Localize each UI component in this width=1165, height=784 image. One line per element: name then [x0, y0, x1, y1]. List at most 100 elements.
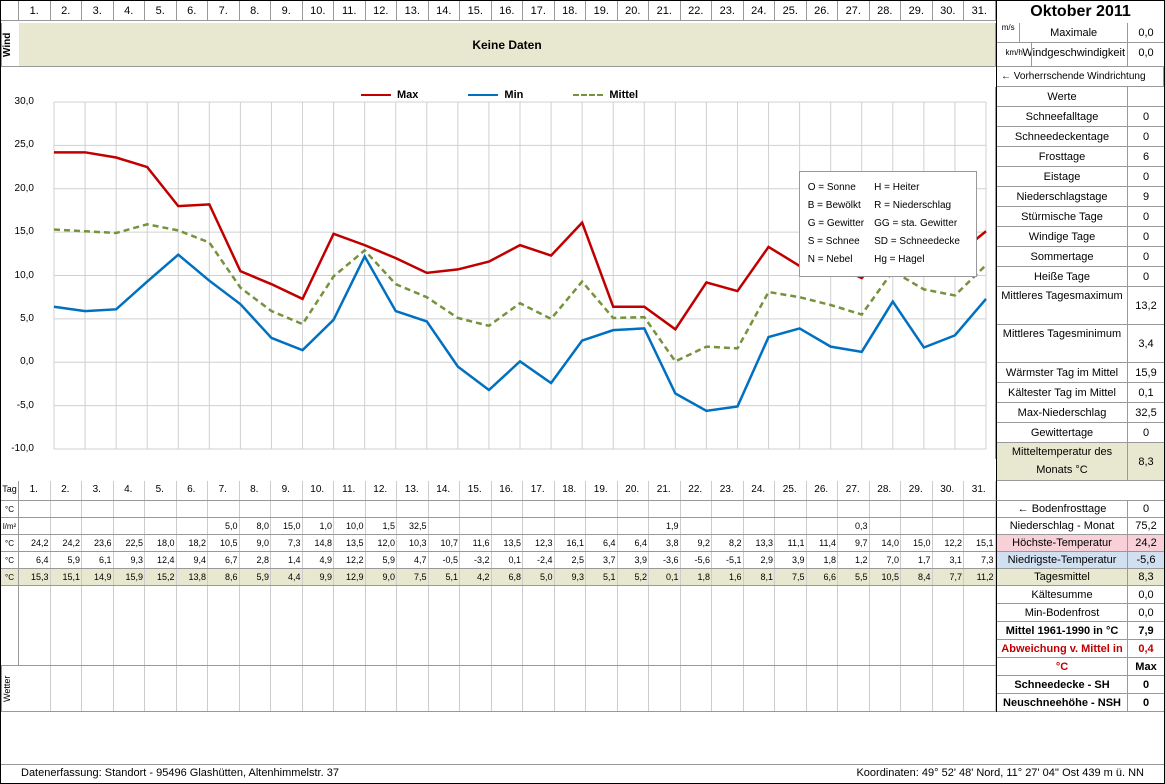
- data-cell: 7,7: [933, 569, 965, 585]
- tag-cell: 14.: [429, 481, 461, 500]
- tag-cell: 5.: [145, 481, 177, 500]
- day-header-cell: 20.: [618, 1, 650, 20]
- data-cell: 1,8: [807, 552, 839, 568]
- bottom-stat-label: Min-Bodenfrost: [997, 604, 1128, 621]
- data-cell: 6,6: [807, 569, 839, 585]
- data-cell: 9,4: [177, 552, 209, 568]
- data-cell: -0,5: [429, 552, 461, 568]
- data-cell: 13,5: [334, 535, 366, 551]
- tag-cell: 25.: [775, 481, 807, 500]
- row-stat-value: 8,3: [1128, 569, 1164, 585]
- data-cell: 1,8: [681, 569, 713, 585]
- data-cell: 0,1: [649, 569, 681, 585]
- data-cell: 13,5: [492, 535, 524, 551]
- data-cell: [649, 501, 681, 517]
- tag-cell: 28.: [870, 481, 902, 500]
- wind-unit-kmh: km/h: [997, 43, 1032, 66]
- data-cell: 9,3: [555, 569, 587, 585]
- data-cell: [19, 501, 51, 517]
- stat-label: Sommertage: [997, 247, 1128, 266]
- data-cell: 7,3: [964, 552, 996, 568]
- data-cell: 18,2: [177, 535, 209, 551]
- day-header-cell: 1.: [19, 1, 51, 20]
- data-cell: [523, 518, 555, 534]
- tag-cell: 9.: [271, 481, 303, 500]
- data-cell: 15,2: [145, 569, 177, 585]
- data-cell: 4,4: [271, 569, 303, 585]
- tag-cell: 20.: [618, 481, 650, 500]
- data-cell: 14,8: [303, 535, 335, 551]
- data-cell: 12,2: [334, 552, 366, 568]
- row-unit: °C: [1, 535, 19, 551]
- data-cell: 10,3: [397, 535, 429, 551]
- data-cell: 9,0: [240, 535, 272, 551]
- data-cell: 1,7: [901, 552, 933, 568]
- footer: Datenerfassung: Standort - 95496 Glashüt…: [1, 764, 1164, 781]
- data-cell: -5,6: [681, 552, 713, 568]
- footer-right: Koordinaten: 49° 52' 48' Nord, 11° 27' 0…: [856, 767, 1144, 779]
- day-header-cell: 18.: [555, 1, 587, 20]
- data-cell: 12,4: [145, 552, 177, 568]
- data-cell: 4,7: [397, 552, 429, 568]
- data-cell: 12,2: [933, 535, 965, 551]
- data-cell: [964, 518, 996, 534]
- day-header-cell: 11.: [334, 1, 366, 20]
- tag-cell: 21.: [649, 481, 681, 500]
- data-cell: [51, 501, 83, 517]
- data-cell: [177, 501, 209, 517]
- data-cell: 13,8: [177, 569, 209, 585]
- data-cell: -5,1: [712, 552, 744, 568]
- data-cell: 1,6: [712, 569, 744, 585]
- data-cell: 10,5: [870, 569, 902, 585]
- temperature-chart: Max Min Mittel O = SonneH = HeiterB = Be…: [1, 87, 996, 459]
- data-cell: 6,1: [82, 552, 114, 568]
- data-cell: [460, 518, 492, 534]
- tag-cell: 8.: [240, 481, 272, 500]
- data-cell: [145, 518, 177, 534]
- data-cell: [775, 501, 807, 517]
- stat-value: 32,5: [1128, 403, 1164, 422]
- y-tick-label: 25,0: [15, 139, 34, 150]
- data-cell: [429, 501, 461, 517]
- data-cell: [807, 501, 839, 517]
- day-header-cell: 12.: [366, 1, 398, 20]
- stat-label: Kältester Tag im Mittel: [997, 383, 1128, 402]
- day-header-cell: 24.: [744, 1, 776, 20]
- data-cell: 12,0: [366, 535, 398, 551]
- data-cell: 11,1: [775, 535, 807, 551]
- data-cell: 10,7: [429, 535, 461, 551]
- data-cell: 15,1: [964, 535, 996, 551]
- data-cell: [964, 501, 996, 517]
- day-header-cell: 6.: [177, 1, 209, 20]
- data-cell: 9,2: [681, 535, 713, 551]
- data-cell: 12,9: [334, 569, 366, 585]
- data-cell: [586, 518, 618, 534]
- data-cell: -3,2: [460, 552, 492, 568]
- bottom-stat-value: 0: [1128, 694, 1164, 711]
- data-cell: [19, 518, 51, 534]
- tag-cell: 4.: [114, 481, 146, 500]
- data-cell: 5,1: [429, 569, 461, 585]
- data-cell: [901, 518, 933, 534]
- stat-label: Frosttage: [997, 147, 1128, 166]
- stat-value: 15,9: [1128, 363, 1164, 382]
- data-cell: 1,9: [649, 518, 681, 534]
- stat-label: Wärmster Tag im Mittel: [997, 363, 1128, 382]
- day-header-cell: 13.: [397, 1, 429, 20]
- stat-value: 8,3: [1128, 443, 1164, 480]
- stat-value: 0: [1128, 207, 1164, 226]
- y-tick-label: 10,0: [15, 270, 34, 281]
- day-header-cell: 3.: [82, 1, 114, 20]
- stat-value: 0: [1128, 227, 1164, 246]
- data-cell: 32,5: [397, 518, 429, 534]
- stat-label: Werte: [997, 87, 1128, 106]
- day-header-cell: 10.: [303, 1, 335, 20]
- tag-cell: 29.: [901, 481, 933, 500]
- bottom-stat-value: 0: [1128, 676, 1164, 693]
- data-cell: 14,9: [82, 569, 114, 585]
- data-cell: [870, 501, 902, 517]
- stat-label: Eistage: [997, 167, 1128, 186]
- tag-cell: 24.: [744, 481, 776, 500]
- data-cell: 9,7: [838, 535, 870, 551]
- day-header-cell: 8.: [240, 1, 272, 20]
